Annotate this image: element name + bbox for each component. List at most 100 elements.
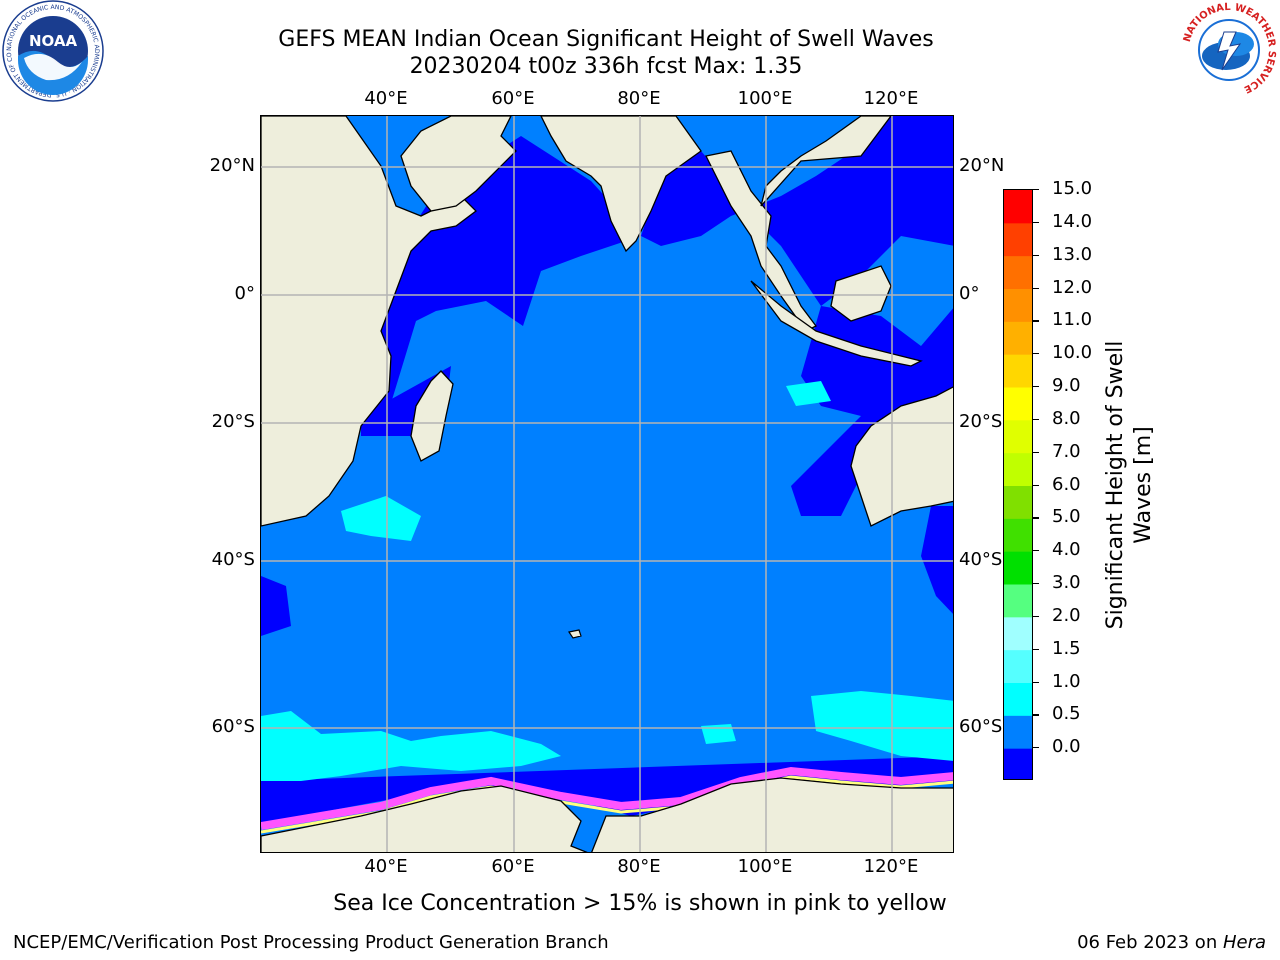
moderate-swell-patch-southern-west bbox=[261, 711, 561, 781]
colorbar-swatch bbox=[1004, 190, 1032, 224]
lat-tick-right-20n: 20°N bbox=[959, 155, 1005, 176]
colorbar-swatch bbox=[1004, 321, 1032, 355]
colorbar-tick-mark bbox=[1033, 648, 1039, 650]
lat-tick-left-0: 0° bbox=[234, 283, 255, 304]
land-indochina bbox=[760, 116, 892, 207]
graticule bbox=[261, 116, 953, 852]
colorbar-swatch bbox=[1004, 288, 1032, 322]
lon-tick-top-120e: 120°E bbox=[863, 88, 919, 109]
noaa-logo-text: NOAA bbox=[29, 32, 78, 50]
footer-date-text: 06 Feb 2023 on bbox=[1077, 932, 1223, 953]
moderate-swell-patch-southern-mid bbox=[701, 724, 736, 744]
low-swell-region-southwest bbox=[261, 576, 291, 636]
colorbar-tick-label: 8.0 bbox=[1052, 407, 1081, 429]
colorbar-swatch bbox=[1004, 222, 1032, 257]
footer-credit: NCEP/EMC/Verification Post Processing Pr… bbox=[13, 932, 609, 953]
colorbar-tick-mark bbox=[1033, 221, 1039, 224]
lat-tick-left-40s: 40°S bbox=[211, 549, 255, 570]
colorbar-swatch bbox=[1004, 485, 1032, 519]
colorbar-tick-mark bbox=[1033, 254, 1039, 256]
lon-tick-bottom-100e: 100°E bbox=[737, 856, 793, 877]
low-swell-region-arabian-sea bbox=[351, 136, 641, 436]
nws-logo: NATIONAL WEATHER SERVICE bbox=[1178, 0, 1280, 100]
colorbar-tick-label: 3.0 bbox=[1052, 572, 1081, 593]
colorbar-tick-label: 0.5 bbox=[1052, 703, 1081, 725]
lon-tick-bottom-80e: 80°E bbox=[617, 856, 661, 877]
lon-tick-bottom-40e: 40°E bbox=[364, 856, 408, 877]
colorbar-tick-mark bbox=[1033, 484, 1039, 486]
footer-date: 06 Feb 2023 on Hera bbox=[1077, 932, 1266, 954]
colorbar-tick-mark bbox=[1033, 320, 1039, 322]
colorbar-tick-label: 12.0 bbox=[1052, 276, 1093, 298]
colorbar-swatch bbox=[1004, 616, 1032, 651]
lon-tick-bottom-60e: 60°E bbox=[491, 856, 535, 877]
colorbar-tick-label: 13.0 bbox=[1052, 243, 1093, 265]
colorbar-tick-mark bbox=[1033, 747, 1039, 749]
colorbar-tick-label: 9.0 bbox=[1052, 375, 1081, 396]
colorbar-tick-label: 0.0 bbox=[1052, 736, 1081, 758]
land-india bbox=[540, 116, 702, 253]
colorbar-label: Significant Height of Swell Waves [m] bbox=[1103, 340, 1156, 630]
colorbar-tick-label: 4.0 bbox=[1052, 539, 1081, 561]
low-swell-region-bay-of-bengal bbox=[641, 116, 953, 306]
indian-ocean-map bbox=[261, 116, 953, 852]
colorbar-tick-mark bbox=[1033, 550, 1039, 552]
land-kerguelen bbox=[568, 629, 582, 639]
colorbar-tick-label: 7.0 bbox=[1052, 440, 1081, 462]
land-sumatra-java bbox=[750, 280, 923, 367]
land-madagascar bbox=[410, 370, 454, 462]
colorbar-tick-label: 6.0 bbox=[1052, 473, 1081, 495]
colorbar-swatch bbox=[1004, 518, 1032, 552]
land-antarctica-east bbox=[591, 777, 953, 852]
colorbar-swatch bbox=[1004, 452, 1032, 486]
colorbar-swatch bbox=[1004, 419, 1032, 454]
map-panel bbox=[260, 115, 954, 853]
colorbar-tick-mark bbox=[1033, 714, 1039, 716]
map-title: GEFS MEAN Indian Ocean Significant Heigh… bbox=[278, 27, 934, 52]
colorbar-tick-label: 11.0 bbox=[1052, 309, 1093, 331]
colorbar-tick-label: 1.5 bbox=[1052, 637, 1081, 659]
low-swell-region-southeast bbox=[921, 506, 953, 614]
land-southeast-asia bbox=[705, 150, 817, 332]
lat-tick-right-0: 0° bbox=[959, 283, 980, 304]
lat-tick-left-20n: 20°N bbox=[209, 155, 255, 176]
colorbar-swatch bbox=[1004, 551, 1032, 585]
moderate-swell-patch-east bbox=[786, 381, 831, 406]
colorbar-tick-mark bbox=[1033, 353, 1039, 355]
lon-tick-bottom-120e: 120°E bbox=[863, 856, 919, 877]
lat-tick-left-20s: 20°S bbox=[211, 411, 255, 432]
colorbar-tick-label: 2.0 bbox=[1052, 604, 1081, 626]
colorbar-tick-label: 15.0 bbox=[1052, 178, 1093, 199]
lat-tick-right-60s: 60°S bbox=[959, 716, 1003, 737]
colorbar-swatch bbox=[1004, 682, 1032, 716]
sea-ice-band bbox=[261, 766, 953, 830]
land-australia bbox=[850, 386, 953, 527]
footer-host: Hera bbox=[1222, 932, 1266, 953]
lat-tick-left-60s: 60°S bbox=[211, 716, 255, 737]
colorbar-tick-mark bbox=[1033, 451, 1039, 453]
colorbar bbox=[1003, 189, 1033, 780]
colorbar-tick-mark bbox=[1033, 583, 1039, 585]
colorbar-swatch bbox=[1004, 255, 1032, 289]
colorbar-tick-label: 5.0 bbox=[1052, 506, 1081, 528]
colorbar-tick-label: 1.0 bbox=[1052, 670, 1081, 692]
lat-tick-right-20s: 20°S bbox=[959, 411, 1003, 432]
land-antarctica bbox=[261, 785, 588, 852]
colorbar-tick-mark bbox=[1033, 517, 1039, 519]
colorbar-tick-label: 14.0 bbox=[1052, 210, 1093, 232]
lon-tick-top-80e: 80°E bbox=[617, 88, 661, 109]
moderate-swell-patch-southern-east bbox=[811, 691, 953, 761]
colorbar-swatches bbox=[1004, 190, 1032, 779]
noaa-logo: NATIONAL OCEANIC AND ATMOSPHERIC ADMINIS… bbox=[0, 0, 104, 102]
lat-tick-right-40s: 40°S bbox=[959, 549, 1003, 570]
colorbar-swatch bbox=[1004, 387, 1032, 421]
colorbar-tick-mark bbox=[1033, 681, 1039, 683]
colorbar-tick-label: 10.0 bbox=[1052, 342, 1093, 364]
lon-tick-top-100e: 100°E bbox=[737, 88, 793, 109]
land-arabian-peninsula bbox=[400, 116, 517, 212]
colorbar-tick-mark bbox=[1033, 189, 1039, 191]
map-subtitle: 20230204 t00z 336h fcst Max: 1.35 bbox=[409, 54, 803, 79]
colorbar-swatch bbox=[1004, 715, 1032, 749]
colorbar-swatch bbox=[1004, 649, 1032, 683]
colorbar-tick-mark bbox=[1033, 287, 1039, 289]
